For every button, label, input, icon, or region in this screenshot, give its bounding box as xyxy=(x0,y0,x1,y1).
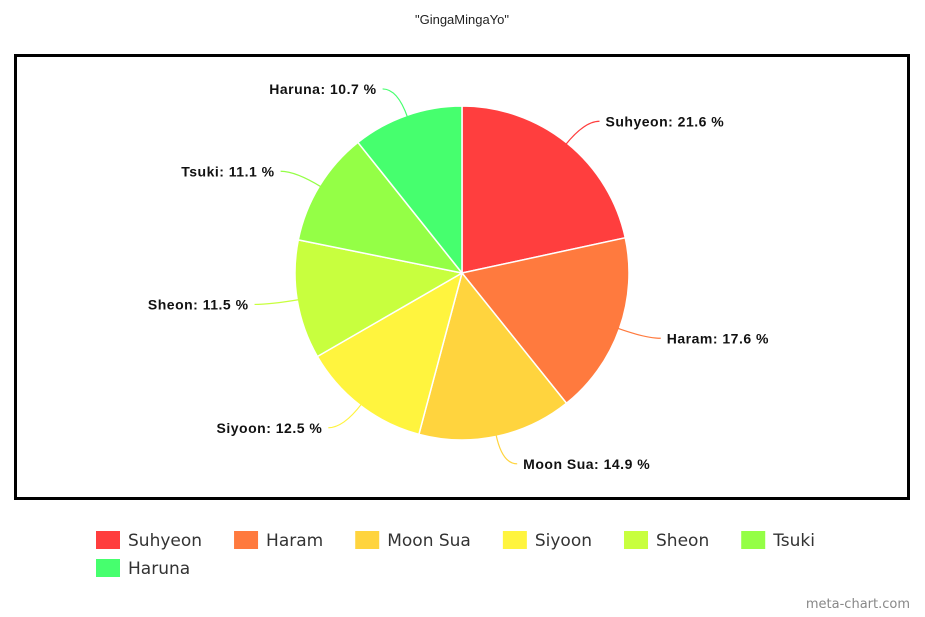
data-label: Siyoon: 12.5 % xyxy=(217,420,323,436)
legend-swatch xyxy=(234,531,259,549)
leader-line xyxy=(254,299,300,306)
leader-line xyxy=(328,403,363,429)
legend-swatch xyxy=(96,531,120,549)
legend-label: Tsuki xyxy=(772,531,815,551)
legend-swatch xyxy=(502,531,527,549)
legend-label: Suhyeon xyxy=(128,531,202,551)
data-label: Moon Sua: 14.9 % xyxy=(523,456,650,472)
legend-swatch xyxy=(741,531,766,549)
chart-title: "GingaMingaYo" xyxy=(415,12,509,27)
data-label: Tsuki: 11.1 % xyxy=(181,163,274,179)
legend-swatch xyxy=(624,531,649,549)
legend-swatch xyxy=(96,559,120,577)
legend-label: Moon Sua xyxy=(387,531,471,551)
legend-label: Sheon xyxy=(656,531,709,551)
legend-label: Haruna xyxy=(128,559,190,579)
data-label: Haram: 17.6 % xyxy=(667,330,769,346)
legend-label: Haram xyxy=(266,531,323,551)
data-label: Sheon: 11.5 % xyxy=(148,296,249,312)
watermark: meta-chart.com xyxy=(806,597,910,612)
legend-swatch xyxy=(355,531,380,549)
data-label: Suhyeon: 21.6 % xyxy=(606,113,725,129)
leader-line xyxy=(495,434,518,465)
leader-line xyxy=(382,88,409,118)
data-label: Haruna: 10.7 % xyxy=(269,81,376,97)
leader-line xyxy=(617,327,661,339)
plot-frame xyxy=(14,54,910,500)
leader-line xyxy=(565,120,600,146)
legend-label: Siyoon xyxy=(535,531,592,551)
leader-line xyxy=(280,170,322,188)
